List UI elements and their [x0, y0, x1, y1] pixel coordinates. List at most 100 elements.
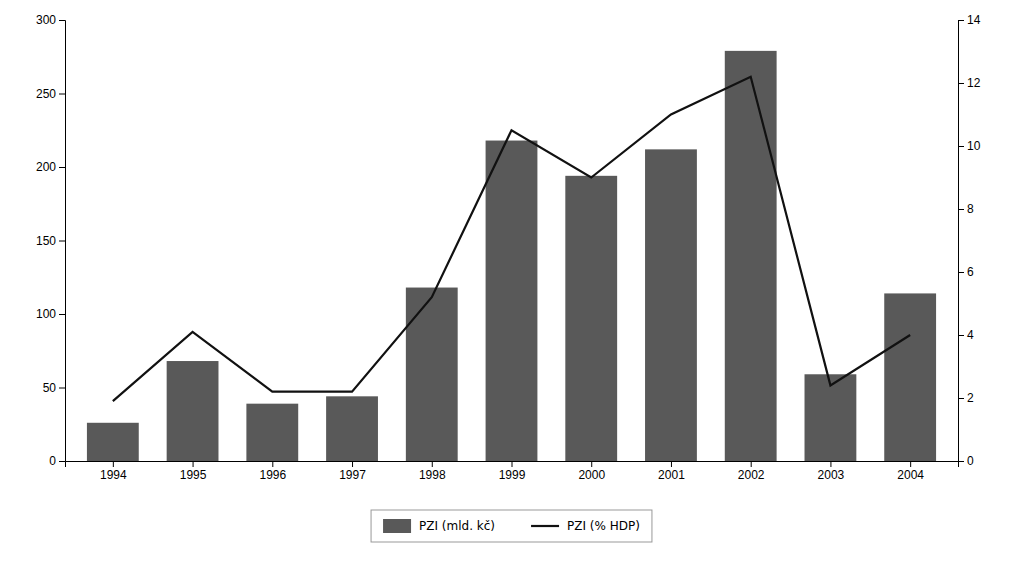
tick: 250	[36, 87, 65, 101]
tick: 2002	[738, 461, 765, 482]
y-axis: 0 50 100 150 200 250 300	[36, 13, 66, 468]
tick: 100	[36, 307, 65, 321]
tick-mark	[958, 461, 964, 462]
tick-mark	[958, 335, 964, 336]
tick-label: 1999	[499, 468, 526, 482]
tick: 1997	[339, 461, 366, 482]
legend: PZI (mld. kč) PZI (% HDP)	[371, 510, 652, 542]
tick: 14	[958, 13, 981, 27]
tick: 2004	[897, 461, 924, 482]
legend-swatch	[383, 519, 411, 533]
tick-mark	[958, 146, 964, 147]
bar	[725, 51, 777, 461]
tick-mark	[272, 461, 273, 467]
bar	[406, 288, 458, 461]
tick-mark	[958, 83, 964, 84]
tick-label: 300	[36, 13, 56, 27]
tick-mark	[432, 461, 433, 467]
axis-line	[66, 462, 959, 468]
tick: 1998	[419, 461, 446, 482]
tick-label: 10	[967, 139, 981, 153]
tick-label: 8	[967, 202, 974, 216]
tick: 2	[958, 391, 974, 405]
tick-mark	[59, 20, 65, 21]
tick-label: 1997	[339, 468, 366, 482]
bar	[87, 423, 139, 461]
legend-frame	[371, 510, 652, 542]
tick-mark	[830, 461, 831, 467]
tick: 50	[43, 381, 65, 395]
tick-label: 50	[43, 381, 57, 395]
tick-label: 2004	[897, 468, 924, 482]
plot-area: 1994199519961997199819992000200120022003…	[36, 13, 981, 481]
tick: 0	[958, 454, 974, 468]
tick-mark	[910, 461, 911, 467]
bar	[884, 293, 936, 461]
tick-label: 1995	[180, 468, 207, 482]
tick: 12	[958, 76, 981, 90]
bar	[167, 361, 219, 461]
tick-mark	[958, 20, 964, 21]
tick-mark	[193, 461, 194, 467]
chart: 1994199519961997199819992000200120022003…	[0, 0, 1023, 571]
line	[113, 77, 910, 401]
legend-label: PZI (% HDP)	[567, 519, 640, 533]
tick-label: 12	[967, 76, 981, 90]
tick-label: 0	[967, 454, 974, 468]
tick-label: 100	[36, 307, 56, 321]
tick-label: 2001	[658, 468, 685, 482]
tick-label: 200	[36, 160, 56, 174]
y2-axis: 0 2 4 6 8 10 12 14	[958, 13, 981, 468]
tick-mark	[751, 461, 752, 467]
legend-label: PZI (mld. kč)	[419, 519, 495, 533]
tick-mark	[59, 314, 65, 315]
tick: 1994	[100, 461, 127, 482]
tick-label: 250	[36, 87, 56, 101]
tick-label: 1998	[419, 468, 446, 482]
tick-mark	[59, 388, 65, 389]
tick: 1995	[180, 461, 207, 482]
tick-mark	[113, 461, 114, 467]
bar	[645, 149, 697, 461]
legend-swatch	[531, 525, 559, 527]
tick-label: 1994	[100, 468, 127, 482]
legend-item: PZI (mld. kč)	[383, 519, 495, 533]
tick: 1999	[499, 461, 526, 482]
tick: 150	[36, 234, 65, 248]
tick-label: 2000	[578, 468, 605, 482]
tick: 8	[958, 202, 974, 216]
tick-mark	[59, 241, 65, 242]
tick-mark	[958, 209, 964, 210]
tick: 1996	[259, 461, 286, 482]
tick: 2003	[818, 461, 845, 482]
tick-label: 4	[967, 328, 974, 342]
tick-label: 2002	[738, 468, 765, 482]
bar	[326, 396, 378, 461]
tick-mark	[59, 167, 65, 168]
tick-mark	[591, 461, 592, 467]
bar	[805, 374, 857, 461]
tick: 2000	[578, 461, 605, 482]
tick-mark	[512, 461, 513, 467]
x-axis: 1994 1995 1996 1997 1998 1999 2000 2001 2002 2003…	[66, 461, 959, 482]
tick-label: 6	[967, 265, 974, 279]
tick-label: 0	[49, 454, 56, 468]
tick-mark	[958, 272, 964, 273]
bar	[246, 404, 298, 461]
tick-mark	[59, 461, 65, 462]
tick-label: 1996	[259, 468, 286, 482]
tick-mark	[352, 461, 353, 467]
axis-line	[959, 21, 965, 462]
tick: 4	[958, 328, 974, 342]
bar	[565, 176, 617, 461]
tick-label: 14	[967, 13, 981, 27]
tick-mark	[958, 398, 964, 399]
tick: 200	[36, 160, 65, 174]
tick: 2001	[658, 461, 685, 482]
tick-mark	[671, 461, 672, 467]
bar	[486, 141, 538, 461]
tick-label: 2003	[818, 468, 845, 482]
tick-label: 150	[36, 234, 56, 248]
tick-label: 2	[967, 391, 974, 405]
tick: 10	[958, 139, 981, 153]
